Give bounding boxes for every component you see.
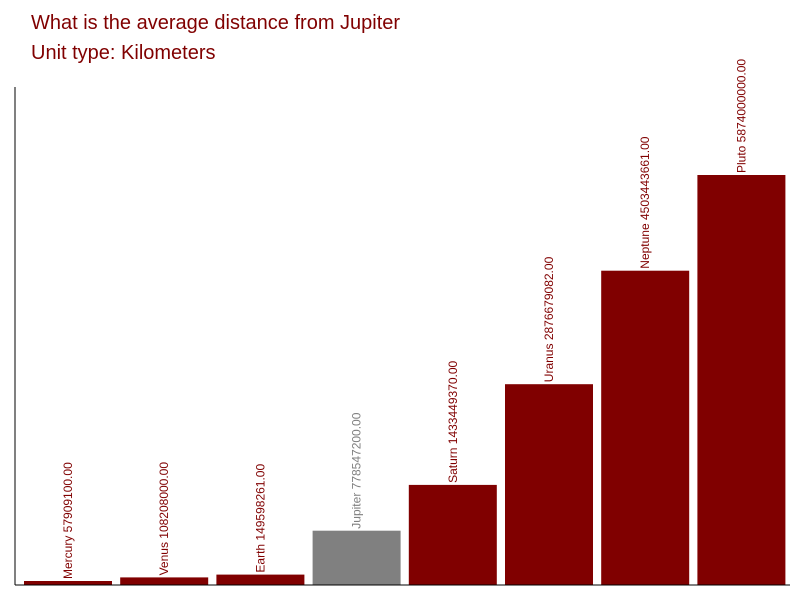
bars-group <box>24 175 786 585</box>
bar-label-neptune: Neptune 4503443661.00 <box>638 136 652 268</box>
bar-pluto <box>697 175 786 585</box>
bar-saturn <box>408 484 497 585</box>
labels-group: Mercury 57909100.00 Venus 108208000.00 Ear… <box>61 59 748 579</box>
bar-mercury <box>24 581 112 585</box>
bar-label-venus: Venus 108208000.00 <box>157 462 171 576</box>
chart-title: What is the average distance from Jupite… <box>31 12 401 34</box>
bar-label-jupiter: Jupiter 778547200.00 <box>350 412 364 528</box>
bar-label-earth: Earth 149598261.00 <box>253 464 267 573</box>
bar-venus <box>120 577 209 585</box>
bar-label-saturn: Saturn 1433449370.00 <box>446 360 460 482</box>
bar-jupiter <box>312 530 401 585</box>
bar-label-uranus: Uranus 2876679082.00 <box>542 256 556 382</box>
bar-earth <box>216 574 305 585</box>
bar-uranus <box>505 384 593 585</box>
bar-label-mercury: Mercury 57909100.00 <box>61 462 75 579</box>
bar-neptune <box>601 270 690 585</box>
chart-subtitle: Unit type: Kilometers <box>31 42 216 64</box>
bar-label-pluto: Pluto 5874000000.00 <box>734 59 748 173</box>
